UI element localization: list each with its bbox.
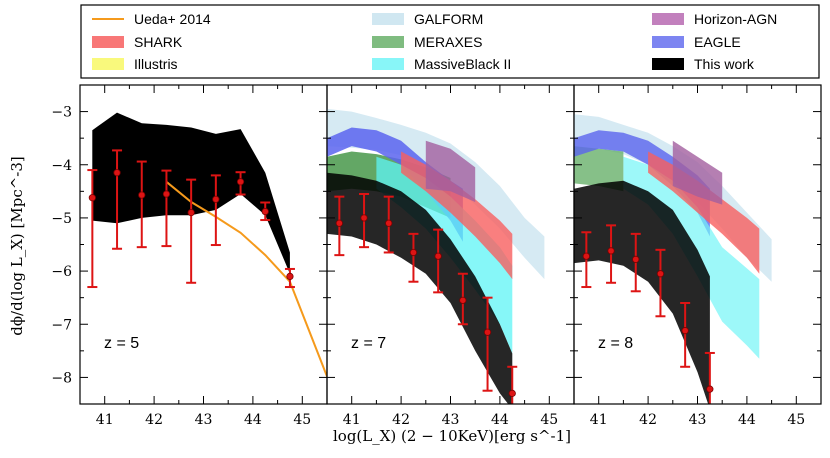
panel-3: 41 42 43 44 45 z = 8 xyxy=(573,84,822,428)
y-tick-label-2: −6 xyxy=(51,264,72,280)
panel-label-3: z = 8 xyxy=(598,335,633,352)
panel-2: 41 42 43 44 45 z = 7 xyxy=(326,84,575,428)
data-point-3 xyxy=(409,248,418,257)
legend-frame xyxy=(80,4,820,79)
data-point-0 xyxy=(335,219,343,227)
data-point-3 xyxy=(162,190,171,198)
legend-swatch-3 xyxy=(372,13,404,25)
panel-label-1: z = 5 xyxy=(104,335,139,352)
band-galform xyxy=(327,108,545,280)
x-tick-label-0: 41 xyxy=(96,412,114,428)
band-meraxes xyxy=(574,146,624,192)
data-point-5 xyxy=(459,296,467,304)
legend-label-1: SHARK xyxy=(134,34,183,50)
legend-label-2: Illustris xyxy=(134,56,178,72)
plot-area-1 xyxy=(87,112,327,377)
data-point-3 xyxy=(656,270,665,278)
data-point-2 xyxy=(138,191,146,199)
data-point-5 xyxy=(212,195,220,203)
plot-area-3 xyxy=(574,114,772,404)
band-horizon-agn xyxy=(425,140,476,202)
y-tick-label-1: −7 xyxy=(51,317,72,333)
data-point-1 xyxy=(113,169,121,177)
x-tick-label-1: 42 xyxy=(145,412,163,428)
x-tick-label-4: 45 xyxy=(540,412,558,428)
plot-area-2 xyxy=(327,108,545,404)
y-tick-label-0: −8 xyxy=(51,370,72,386)
data-point-2 xyxy=(632,255,640,263)
band-horizon-agn xyxy=(672,140,723,205)
data-point-7 xyxy=(508,389,516,397)
legend-swatch-8 xyxy=(652,58,684,70)
data-point-4 xyxy=(187,209,195,217)
data-point-2 xyxy=(385,219,393,227)
x-tick-label-0: 41 xyxy=(590,412,608,428)
x-tick-label-3: 44 xyxy=(738,412,756,428)
legend-label-6: Horizon-AGN xyxy=(694,11,777,27)
legend-label-0: Ueda+ 2014 xyxy=(134,11,211,27)
legend-swatch-5 xyxy=(372,58,404,70)
x-tick-label-4: 45 xyxy=(787,412,805,428)
data-point-1 xyxy=(607,247,615,255)
data-point-1 xyxy=(360,214,368,222)
y-axis-label: dϕ/d(log L_X) [Mpc^-3] xyxy=(8,156,26,336)
panels: 41 42 43 44 45 −8 −7 −6 −5 −4 −3 z = 5 41 42 43 44 45 z =… xyxy=(51,84,822,428)
y-tick-label-3: −5 xyxy=(51,211,72,227)
y-tick-label-5: −3 xyxy=(51,105,72,121)
band-this-work xyxy=(574,180,710,404)
legend-label-8: This work xyxy=(694,56,755,72)
x-tick-label-0: 41 xyxy=(343,412,361,428)
y-tick-label-4: −4 xyxy=(51,158,72,174)
legend-label-5: MassiveBlack II xyxy=(414,56,511,72)
x-tick-label-2: 43 xyxy=(195,412,213,428)
data-point-8 xyxy=(286,272,294,280)
x-axis-label: log(L_X) (2 − 10KeV)[erg s^-1] xyxy=(333,427,571,445)
data-point-6 xyxy=(483,328,492,336)
x-tick-label-2: 43 xyxy=(442,412,460,428)
legend-swatch-4 xyxy=(372,36,404,48)
data-point-0 xyxy=(88,194,96,202)
legend-label-4: MERAXES xyxy=(414,34,482,50)
legend-swatch-1 xyxy=(92,36,124,48)
data-point-7 xyxy=(261,207,269,216)
panel-label-2: z = 7 xyxy=(351,335,386,352)
data-point-4 xyxy=(434,252,442,260)
legend-label-3: GALFORM xyxy=(414,11,483,27)
legend-label-7: EAGLE xyxy=(694,34,741,50)
data-point-5 xyxy=(706,385,714,393)
data-point-4 xyxy=(681,327,689,335)
panel-1: 41 42 43 44 45 −8 −7 −6 −5 −4 −3 z = 5 xyxy=(51,84,328,428)
x-tick-label-3: 44 xyxy=(491,412,509,428)
legend-swatch-6 xyxy=(652,13,684,25)
band-this-work xyxy=(327,172,513,404)
x-tick-label-2: 43 xyxy=(689,412,707,428)
x-tick-label-4: 45 xyxy=(293,412,311,428)
data-point-6 xyxy=(236,178,245,186)
legend: Ueda+ 2014 SHARK Illustris GALFORM MERAXES Ma… xyxy=(80,4,820,79)
legend-swatch-7 xyxy=(652,36,684,48)
legend-swatch-2 xyxy=(92,58,124,70)
data-point-0 xyxy=(582,252,590,260)
x-tick-label-1: 42 xyxy=(639,412,657,428)
x-tick-label-1: 42 xyxy=(392,412,410,428)
x-tick-label-3: 44 xyxy=(244,412,262,428)
